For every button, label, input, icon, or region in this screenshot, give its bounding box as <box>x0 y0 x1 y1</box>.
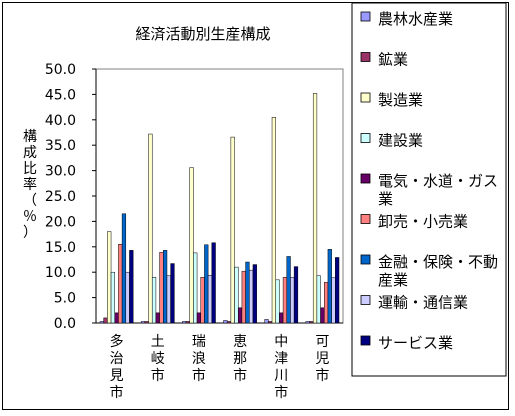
y-tick-label: 5.0 <box>54 291 76 307</box>
bar <box>305 321 310 324</box>
bar <box>110 271 115 324</box>
legend-label: 鉱業 <box>378 51 408 69</box>
bar <box>185 321 190 324</box>
chart-title: 経済活動別生産構成 <box>135 25 270 43</box>
legend-swatch <box>360 335 371 346</box>
bar <box>282 277 288 324</box>
y-tick-label: 0.0 <box>54 316 76 332</box>
y-tick-label: 20.0 <box>45 214 76 230</box>
x-tick-label: 可児市 <box>315 334 329 384</box>
bar <box>140 321 146 324</box>
bar <box>118 244 123 324</box>
y-tick-label: 45.0 <box>45 87 76 103</box>
bar <box>290 277 295 324</box>
bar <box>129 250 134 324</box>
bar <box>99 321 104 324</box>
bar <box>155 312 160 324</box>
bar <box>114 312 119 324</box>
bar <box>286 256 291 324</box>
bar <box>335 257 340 324</box>
bar <box>293 266 299 324</box>
legend-swatch <box>360 92 371 103</box>
x-tick-label: 多治見市 <box>110 333 124 401</box>
chart-frame: 経済活動別生産構成 0.0 5.0 10.0 15.0 20.0 25.0 30.0 35.0… <box>2 2 509 410</box>
legend-label: 農林水産業 <box>378 10 453 28</box>
y-tick-label: 25.0 <box>45 189 76 205</box>
bar <box>196 312 202 324</box>
legend-swatch <box>360 133 371 143</box>
plot-area <box>95 68 344 324</box>
bar <box>159 252 164 324</box>
bar <box>148 133 153 324</box>
bar <box>151 277 157 324</box>
y-tick-label: 40.0 <box>45 113 76 129</box>
bar <box>103 317 108 324</box>
bar <box>189 167 194 324</box>
y-tick-label: 35.0 <box>45 138 76 154</box>
bar <box>327 249 332 324</box>
y-tick-label: 50.0 <box>45 62 76 78</box>
bar <box>207 274 213 324</box>
bar <box>271 117 276 324</box>
legend-label: 建設業 <box>378 132 423 150</box>
bar <box>268 321 273 324</box>
legend-swatch <box>360 173 371 184</box>
legend-swatch <box>360 254 371 265</box>
x-tick-label: 恵那市 <box>233 334 247 384</box>
x-tick-label: 土岐市 <box>151 334 165 384</box>
bar <box>125 271 130 324</box>
bar <box>316 275 321 324</box>
bar <box>264 319 269 324</box>
bar <box>230 136 235 324</box>
legend-box <box>351 3 507 377</box>
bar <box>121 213 127 324</box>
bar <box>170 263 175 324</box>
legend-label: 金融・保険・不動産業 <box>378 253 498 289</box>
legend-swatch <box>360 295 371 305</box>
bar <box>324 282 329 324</box>
bar <box>200 277 205 324</box>
bar <box>309 321 314 324</box>
bar <box>163 250 168 324</box>
bar <box>166 275 171 324</box>
legend-label: サービス業 <box>378 334 453 352</box>
y-tick-label: 30.0 <box>45 164 76 180</box>
y-tick-label: 10.0 <box>45 265 76 281</box>
bar <box>223 320 228 324</box>
bar <box>182 321 187 324</box>
bar <box>252 264 257 324</box>
bar <box>211 242 216 324</box>
bar <box>204 244 209 324</box>
legend-swatch <box>360 214 371 224</box>
bar <box>144 321 149 324</box>
chart: 経済活動別生産構成 0.0 5.0 10.0 15.0 20.0 25.0 30.0 35.0… <box>23 3 507 401</box>
y-tick-label: 15.0 <box>45 240 76 256</box>
x-tick-label: 中津川市 <box>274 334 288 401</box>
legend-swatch <box>360 52 371 62</box>
bar <box>279 312 284 324</box>
bar <box>312 93 318 324</box>
legend-label: 製造業 <box>378 91 423 109</box>
legend-label: 卸売・小売業 <box>378 213 468 231</box>
legend-label: 電気・水道・ガス業 <box>378 172 498 208</box>
bar <box>193 252 198 324</box>
bar <box>320 307 325 324</box>
bar <box>107 231 112 324</box>
x-tick-label: 瑞浪市 <box>192 334 206 384</box>
y-axis-label: 構成比率（％） <box>23 129 37 241</box>
bar <box>249 269 254 324</box>
bar <box>234 266 239 324</box>
legend-label: 運輸・通信業 <box>378 294 468 312</box>
bar <box>237 307 243 324</box>
bar <box>241 270 246 324</box>
bar <box>275 279 280 324</box>
bar <box>245 261 250 324</box>
bar <box>331 277 336 324</box>
legend-swatch <box>360 11 371 22</box>
bar <box>226 321 232 324</box>
